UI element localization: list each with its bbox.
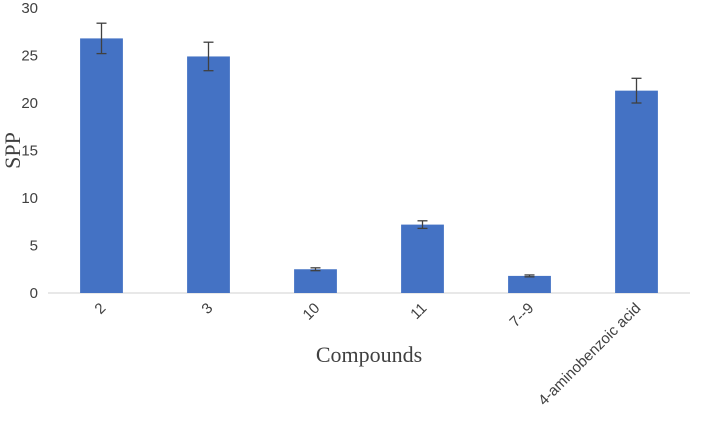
x-axis-title: Compounds bbox=[316, 342, 422, 367]
y-tick-label: 30 bbox=[21, 0, 38, 17]
bar bbox=[80, 38, 123, 294]
y-tick-label: 20 bbox=[21, 95, 38, 112]
x-tick-label: 4-aminobenzoic acid bbox=[535, 300, 644, 409]
bars bbox=[80, 38, 658, 294]
x-tick-label: 3 bbox=[198, 300, 216, 318]
error-bar bbox=[203, 41, 214, 72]
x-tick-label: 11 bbox=[407, 300, 430, 323]
error-bar bbox=[631, 77, 642, 104]
error-bar bbox=[524, 274, 535, 278]
error-bar bbox=[310, 267, 321, 272]
error-bar bbox=[417, 220, 428, 230]
bar bbox=[401, 224, 444, 293]
y-tick-label: 25 bbox=[21, 48, 38, 65]
y-tick-label: 10 bbox=[21, 190, 38, 207]
y-tick-label: 0 bbox=[30, 285, 38, 302]
y-axis-title: SPP bbox=[0, 132, 25, 169]
bar bbox=[615, 90, 658, 294]
x-tick-label: 2 bbox=[91, 300, 109, 318]
bar bbox=[508, 275, 551, 293]
error-bars bbox=[96, 22, 642, 278]
bar bbox=[294, 269, 337, 293]
y-tick-label: 15 bbox=[21, 143, 38, 160]
y-tick-label: 5 bbox=[30, 238, 38, 255]
x-tick-label: 7--9 bbox=[506, 300, 537, 331]
bar bbox=[187, 56, 230, 294]
y-axis-ticks: 0 5 10 15 20 25 30 bbox=[21, 0, 38, 302]
x-tick-label: 10 bbox=[300, 300, 324, 324]
error-bar bbox=[96, 22, 107, 55]
